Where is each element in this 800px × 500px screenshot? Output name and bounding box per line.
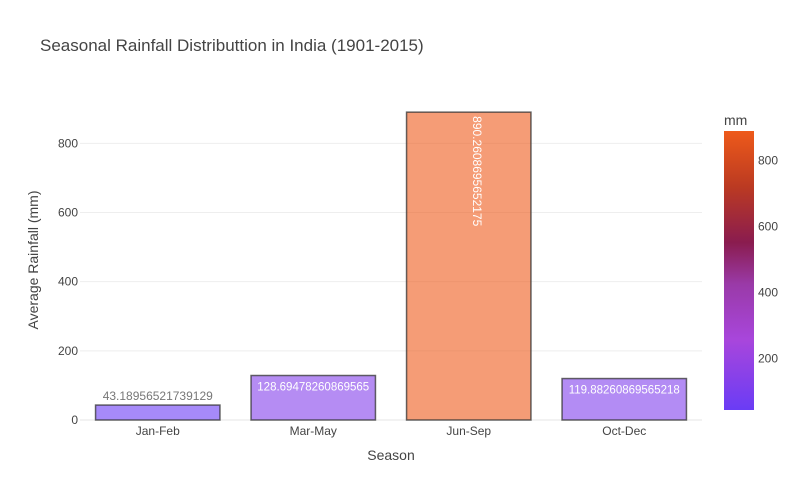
data-labels: 43.18956521739129 128.69478260869565 890.2… <box>103 116 680 403</box>
bar <box>250 374 377 421</box>
x-tick-label: Jun-Sep <box>446 424 491 438</box>
chart-title: Seasonal Rainfall Distributtion in India… <box>40 36 424 55</box>
y-axis-title: Average Rainfall (mm) <box>25 190 41 329</box>
data-label: 43.18956521739129 <box>103 389 213 403</box>
colorbar-tick-label: 800 <box>758 154 778 168</box>
data-label: 119.88260869565218 <box>569 385 680 397</box>
y-tick-label: 800 <box>58 136 78 150</box>
colorbar-gradient <box>724 131 754 410</box>
bar <box>561 377 688 421</box>
y-tick-label: 200 <box>58 344 78 358</box>
y-axis-ticks: 0 200 400 600 800 <box>58 136 78 427</box>
data-label: 890.2608695652175 <box>470 116 484 226</box>
x-tick-label: Oct-Dec <box>602 424 646 438</box>
colorbar: mm 200 400 600 800 <box>724 112 778 410</box>
bar <box>94 404 221 421</box>
bar <box>405 111 532 421</box>
x-axis-ticks: Jan-Feb Mar-May Jun-Sep Oct-Dec <box>136 424 647 438</box>
colorbar-tick-label: 600 <box>758 220 778 234</box>
y-tick-label: 0 <box>71 413 78 427</box>
bars <box>94 111 688 421</box>
y-tick-label: 600 <box>58 206 78 220</box>
y-tick-label: 400 <box>58 275 78 289</box>
colorbar-ticks: 200 400 600 800 <box>758 154 778 366</box>
data-label: 128.69478260869565 <box>257 381 369 393</box>
x-tick-label: Mar-May <box>290 424 337 438</box>
x-axis-title: Season <box>367 447 414 463</box>
colorbar-title: mm <box>724 112 747 128</box>
colorbar-tick-label: 200 <box>758 351 778 365</box>
colorbar-tick-label: 400 <box>758 285 778 299</box>
x-tick-label: Jan-Feb <box>136 424 180 438</box>
